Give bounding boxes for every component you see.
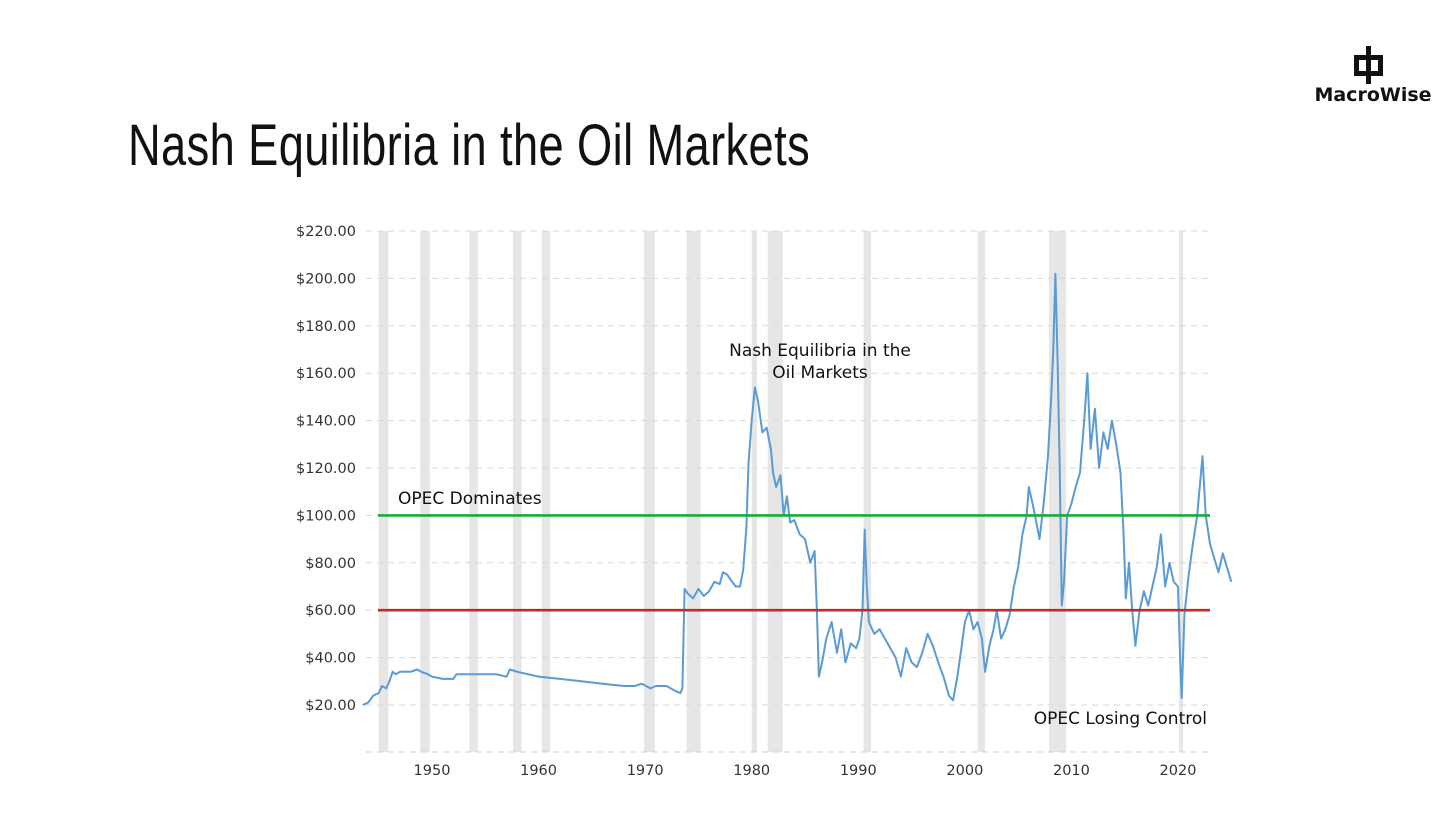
x-tick-label: 1990 (840, 763, 877, 779)
recession-band-0 (378, 231, 389, 752)
x-tick-label: 1970 (627, 763, 664, 779)
y-tick-label: $40.00 (305, 651, 356, 667)
series-line-0 (362, 272, 1233, 706)
annotation-nash-line1: Nash Equilibria in the (729, 341, 911, 361)
reference-lines (378, 514, 1210, 612)
recession-band-3 (512, 231, 522, 752)
x-tick-label: 1950 (414, 763, 451, 779)
recession-band-10 (977, 231, 986, 752)
x-tick-label: 2010 (1053, 763, 1090, 779)
recession-band-6 (686, 231, 701, 752)
macrowise-logo-icon (1354, 46, 1383, 84)
y-tick-label: $20.00 (305, 698, 356, 714)
recession-band-2 (469, 231, 478, 752)
recession-band-9 (863, 231, 872, 752)
y-tick-label: $80.00 (305, 556, 356, 572)
y-tick-label: $120.00 (296, 461, 356, 477)
y-tick-label: $180.00 (296, 319, 356, 335)
x-tick-label: 1960 (520, 763, 557, 779)
annotation-opec-losing-control: OPEC Losing Control (1034, 709, 1207, 729)
recession-band-4 (541, 231, 551, 752)
y-tick-label: $60.00 (305, 603, 356, 619)
series-lines (362, 272, 1233, 706)
recession-band-1 (420, 231, 430, 752)
annotations: OPEC Dominates Nash Equilibria in the Oi… (398, 341, 1207, 729)
y-tick-label: $200.00 (296, 271, 356, 287)
x-axis-ticks: 1950 1960 1970 1980 1990 2000 2010 2020 (414, 763, 1197, 779)
y-tick-label: $140.00 (296, 414, 356, 430)
y-tick-label: $100.00 (296, 508, 356, 524)
annotation-opec-dominates: OPEC Dominates (398, 489, 542, 509)
macrowise-logo: MacroWise (1310, 46, 1440, 110)
y-axis-ticks: $20.00 $40.00 $60.00 $80.00 $100.00 $120.00 $1… (296, 224, 356, 714)
y-tick-label: $160.00 (296, 366, 356, 382)
annotation-nash-line2: Oil Markets (772, 363, 868, 383)
recession-band-5 (644, 231, 655, 752)
x-tick-label: 1980 (733, 763, 770, 779)
recession-band-11 (1049, 231, 1067, 752)
recession-band-12 (1179, 231, 1184, 752)
slide-title: Nash Equilibria in the Oil Markets (128, 113, 811, 178)
x-tick-label: 2000 (946, 763, 983, 779)
recession-band-8 (767, 231, 783, 752)
logo-text: MacroWise (1314, 84, 1432, 106)
x-tick-label: 2020 (1160, 763, 1197, 779)
recession-band-7 (751, 231, 758, 752)
y-tick-label: $220.00 (296, 224, 356, 240)
